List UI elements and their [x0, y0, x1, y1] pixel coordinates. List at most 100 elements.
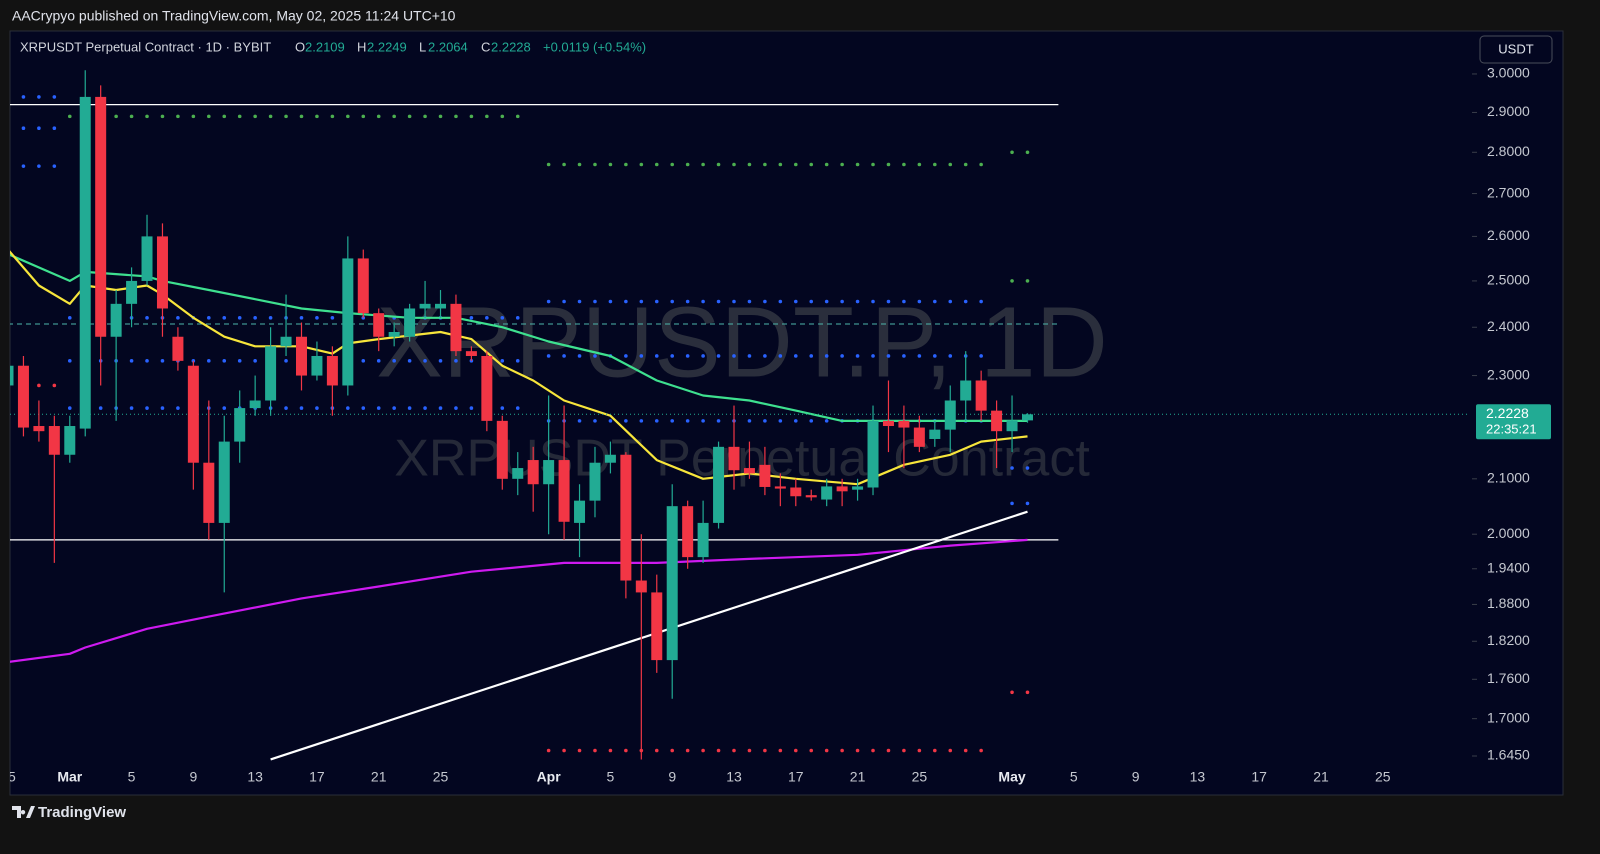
currency-button[interactable]: USDT	[1479, 35, 1553, 64]
candle-body	[512, 468, 524, 479]
button-frame[interactable]	[1479, 35, 1553, 64]
indicator-line	[270, 510, 1028, 761]
time-axis: 25 Mar 5 9 13 17 21 25 Apr 5 9 13 17 21 25 May 5 9 13 17 21 2…	[10, 769, 1391, 785]
candle-body	[666, 506, 678, 661]
y-tick-label: 1.6450	[1487, 747, 1530, 763]
candle-body	[79, 96, 91, 429]
y-tick-label: 2.5000	[1487, 272, 1530, 288]
y-tick-label: 1.8800	[1487, 595, 1530, 611]
candle-body	[960, 380, 972, 401]
candle-body	[713, 446, 725, 523]
y-tick-label: 2.8000	[1487, 143, 1530, 159]
x-tick-label: 9	[1132, 769, 1140, 785]
y-tick-label: 2.6000	[1487, 227, 1530, 243]
x-tick-label: May	[998, 769, 1025, 785]
y-tick-label: 1.8200	[1487, 632, 1530, 648]
price-tag-value: 2.2228	[1486, 405, 1529, 421]
price-countdown: 22:35:21	[1486, 422, 1537, 437]
candle-body	[790, 487, 802, 497]
candle-body	[265, 346, 277, 401]
candle-body	[913, 427, 925, 447]
candle-body	[774, 486, 786, 489]
x-tick-label: Apr	[537, 769, 562, 785]
x-tick-label: 25	[433, 769, 449, 785]
candle-body	[465, 351, 477, 356]
x-tick-label: 13	[247, 769, 263, 785]
candle-body	[481, 355, 493, 421]
y-tick-label: 2.1000	[1487, 470, 1530, 486]
y-tick-label: 2.4000	[1487, 318, 1530, 334]
x-tick-label: 21	[1313, 769, 1329, 785]
x-tick-label: 9	[668, 769, 676, 785]
candle-body	[419, 303, 431, 309]
button-label[interactable]: USDT	[1498, 41, 1533, 56]
candle-body	[218, 441, 230, 523]
ohlc-letter: O	[295, 39, 305, 54]
candle-body	[10, 365, 14, 386]
candle-body	[574, 500, 586, 523]
x-tick-label: 17	[1251, 769, 1267, 785]
candle-body	[620, 454, 632, 581]
x-tick-label: 17	[309, 769, 325, 785]
y-tick-label: 2.0000	[1487, 525, 1530, 541]
ohlc-value: 2.2109	[305, 39, 345, 54]
publisher-line: AACrypyo published on TradingView.com, M…	[12, 8, 456, 24]
ohlc-value: 2.2064	[428, 39, 468, 54]
x-tick-label: Mar	[57, 769, 82, 785]
ohlc-letter: H	[357, 39, 366, 54]
candle-body	[929, 429, 941, 439]
candle-body	[651, 592, 663, 661]
candle-body	[604, 454, 616, 463]
candle-body	[156, 236, 168, 309]
price-tag	[1476, 404, 1551, 440]
y-tick-label: 3.0000	[1487, 65, 1530, 81]
ohlc-letter: C	[481, 39, 490, 54]
x-tick-label: 9	[189, 769, 197, 785]
candle-body	[728, 446, 740, 471]
candle-body	[898, 420, 910, 428]
candle-body	[975, 380, 987, 411]
candle-body	[821, 486, 833, 500]
footer-brand: TradingView	[38, 804, 126, 821]
candle-body	[635, 580, 647, 593]
footer-logo: TradingView	[12, 804, 126, 821]
chart-panel	[9, 30, 1564, 796]
x-tick-label: 13	[1190, 769, 1206, 785]
candle-body	[33, 426, 45, 432]
candle-body	[404, 308, 416, 337]
plot-area	[10, 70, 1470, 761]
symbol-name: XRPUSDT Perpetual Contract · 1D · BYBIT	[20, 39, 271, 54]
x-tick-label: 21	[850, 769, 866, 785]
candle-body	[697, 522, 709, 558]
ohlc-value: 2.2228	[491, 39, 531, 54]
candle-body	[867, 420, 879, 488]
candle-body	[234, 408, 246, 442]
candle-body	[203, 462, 215, 523]
candle-body	[249, 400, 261, 409]
candle-body	[805, 495, 817, 498]
x-tick-label: 5	[1070, 769, 1078, 785]
candle-body	[1021, 414, 1033, 421]
y-tick-label: 2.3000	[1487, 366, 1530, 382]
candle-body	[743, 468, 755, 474]
candle-body	[141, 236, 153, 281]
y-tick-label: 1.9400	[1487, 559, 1530, 575]
candle-body	[373, 313, 385, 337]
candle-body	[326, 355, 338, 386]
candle-body	[558, 460, 570, 522]
candle-body	[944, 400, 956, 430]
logo-icon	[12, 806, 35, 818]
candle-body	[342, 258, 354, 386]
candle-body	[543, 460, 555, 485]
candle-body	[388, 331, 400, 337]
candle-body	[852, 486, 864, 490]
indicator-line	[10, 538, 1028, 663]
watermark-symbol: XRPUSDT.P, 1D	[376, 286, 1108, 398]
candle-body	[435, 303, 447, 309]
price-change: +0.0119 (+0.54%)	[543, 39, 646, 54]
candle-body	[64, 426, 76, 455]
candle-body	[357, 258, 369, 314]
candle-body	[836, 486, 848, 492]
